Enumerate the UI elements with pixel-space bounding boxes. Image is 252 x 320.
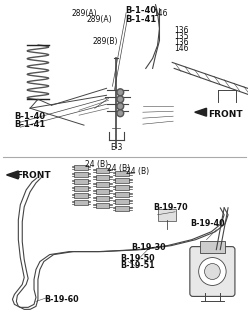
Text: 24 (B): 24 (B)	[126, 167, 149, 176]
Text: 289(A): 289(A)	[71, 9, 97, 18]
FancyBboxPatch shape	[96, 168, 109, 173]
Circle shape	[118, 111, 122, 115]
Text: B-1-40: B-1-40	[125, 6, 156, 15]
FancyBboxPatch shape	[74, 165, 88, 170]
FancyBboxPatch shape	[96, 182, 109, 187]
Text: B-1-41: B-1-41	[125, 15, 156, 24]
Text: 135: 135	[174, 32, 189, 41]
Circle shape	[117, 103, 124, 110]
Circle shape	[117, 110, 124, 117]
FancyBboxPatch shape	[115, 192, 129, 197]
Text: B-19-40: B-19-40	[190, 219, 225, 228]
Circle shape	[118, 104, 122, 108]
Text: FRONT: FRONT	[16, 171, 51, 180]
Text: B-19-30: B-19-30	[131, 243, 166, 252]
Text: B-1-40: B-1-40	[14, 112, 46, 121]
Text: 24 (B): 24 (B)	[85, 160, 108, 169]
FancyBboxPatch shape	[96, 175, 109, 180]
Circle shape	[117, 96, 124, 103]
FancyBboxPatch shape	[159, 209, 176, 221]
Text: 136: 136	[174, 26, 189, 35]
Text: FRONT: FRONT	[208, 110, 243, 119]
Text: 289(A): 289(A)	[87, 15, 113, 24]
FancyBboxPatch shape	[74, 172, 88, 177]
Circle shape	[205, 264, 220, 279]
FancyBboxPatch shape	[115, 178, 129, 183]
Text: 146: 146	[174, 44, 189, 52]
Text: 24 (B): 24 (B)	[107, 164, 130, 173]
Circle shape	[199, 258, 226, 285]
Text: B-19-50: B-19-50	[120, 253, 155, 263]
FancyBboxPatch shape	[74, 193, 88, 198]
FancyBboxPatch shape	[115, 185, 129, 190]
Text: E-3: E-3	[110, 143, 123, 152]
FancyBboxPatch shape	[96, 196, 109, 201]
FancyBboxPatch shape	[200, 241, 225, 252]
Text: 146: 146	[153, 9, 168, 18]
Text: B-19-60: B-19-60	[44, 295, 78, 304]
FancyBboxPatch shape	[190, 247, 235, 296]
Text: B-19-51: B-19-51	[120, 260, 155, 269]
Polygon shape	[195, 108, 207, 116]
FancyBboxPatch shape	[74, 186, 88, 191]
FancyBboxPatch shape	[96, 203, 109, 208]
FancyBboxPatch shape	[115, 171, 129, 176]
Polygon shape	[7, 171, 18, 179]
Text: 289(B): 289(B)	[93, 36, 118, 45]
FancyBboxPatch shape	[74, 179, 88, 184]
Text: B-1-41: B-1-41	[14, 120, 46, 129]
Text: 136: 136	[174, 37, 189, 46]
Circle shape	[117, 89, 124, 96]
FancyBboxPatch shape	[115, 206, 129, 211]
FancyBboxPatch shape	[115, 199, 129, 204]
Circle shape	[118, 90, 122, 94]
FancyBboxPatch shape	[74, 200, 88, 205]
Circle shape	[118, 97, 122, 101]
Text: B-19-70: B-19-70	[153, 203, 188, 212]
FancyBboxPatch shape	[96, 189, 109, 194]
